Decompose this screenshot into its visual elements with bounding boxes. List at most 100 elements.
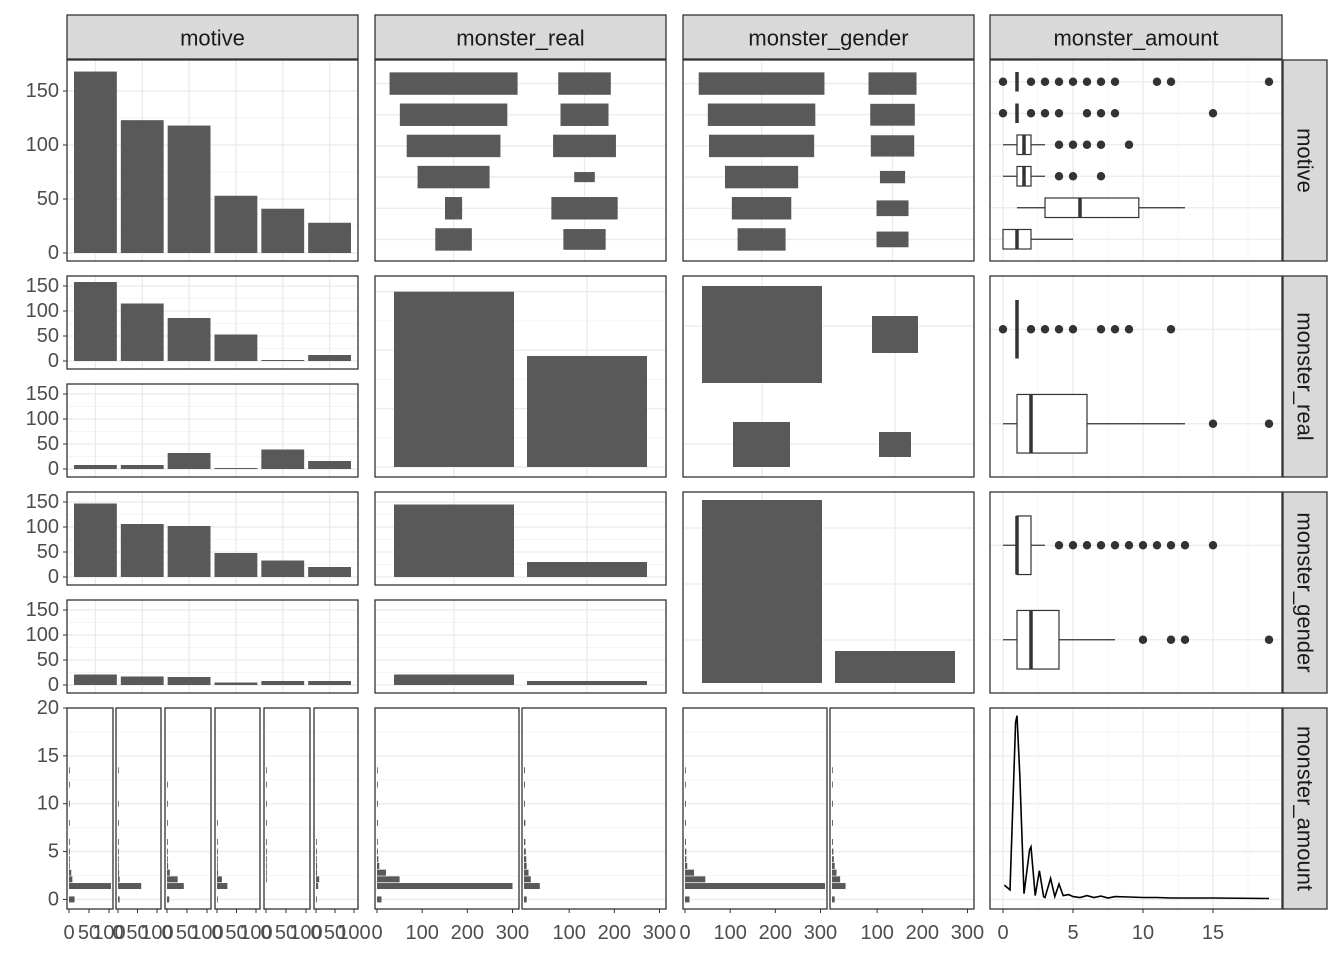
motive-vs-real-tile-a-2 xyxy=(406,134,501,158)
amount-hist-motive-1-bar-12 xyxy=(118,767,119,774)
motive-xtick-label-4-100: 100 xyxy=(289,922,322,944)
amount-hist-motive-2-bar-5 xyxy=(167,862,169,869)
motive-hist-bar-0 xyxy=(74,71,117,253)
gender-count-bar-1 xyxy=(835,651,955,683)
amount-hist-real-1-bar-10 xyxy=(524,800,525,807)
strip-right-monster_amount xyxy=(1282,707,1328,910)
amount-by-motive-outlier-0-8 xyxy=(1152,77,1162,86)
amount-by-real-outlier-0-3 xyxy=(1054,325,1064,334)
amount-xtick-label-10: 10 xyxy=(1132,922,1154,944)
motive-vs-real-tile-b-1 xyxy=(560,103,609,126)
motive-hist-real-2-ytick-label-50: 50 xyxy=(37,433,59,455)
amount-hist-gender-1-bar-6 xyxy=(832,856,834,863)
motive-vs-real-tile-b-3 xyxy=(574,172,595,183)
amount-hist-motive-1-bg xyxy=(116,708,161,909)
real-vs-gender-tile-3 xyxy=(879,432,911,457)
gender-by-real-1-bar-1 xyxy=(527,562,647,577)
amount-hist-real-0-bar-12 xyxy=(377,767,378,774)
gender-0-xtick-label-300: 300 xyxy=(804,922,837,944)
real-0-xtick-label-300: 300 xyxy=(496,922,529,944)
strip-top-label-motive: motive xyxy=(180,26,245,51)
amount-by-motive-bg xyxy=(990,60,1282,261)
amount-by-motive-outlier-0-1 xyxy=(1026,77,1036,86)
amount-hist-real-1-bar-0 xyxy=(524,896,527,903)
motive-hist-real-2-ytick-label-0: 0 xyxy=(48,458,59,480)
strip-right-label-motive: motive xyxy=(1293,128,1318,193)
amount-hist-gender-1-bar-11 xyxy=(832,781,833,788)
motive-xtick-label-0-0: 0 xyxy=(63,922,74,944)
amount-by-motive-outlier-2-2 xyxy=(1082,140,1092,149)
amount-hist-real-0-bar-0 xyxy=(377,896,382,903)
amount-ytick-label-20: 20 xyxy=(37,697,59,719)
motive-hist-gender-1-border xyxy=(66,491,359,586)
motive-hist-gender-2-ytick-label-150: 150 xyxy=(26,599,59,621)
amount-by-real-outlier-0-7 xyxy=(1124,325,1134,334)
strip-top-monster_real xyxy=(374,14,667,60)
amount-by-motive-outlier-1-4 xyxy=(1082,109,1092,118)
motive-hist-real-2-bar-2 xyxy=(167,453,211,469)
amount-hist-motive-0-bar-10 xyxy=(69,800,70,807)
motive-hist-bar-2 xyxy=(167,125,211,253)
amount-by-gender-outlier-0-7 xyxy=(1152,541,1162,550)
amount-by-gender-outlier-0-0 xyxy=(1054,541,1064,550)
amount-hist-gender-0-bar-9 xyxy=(685,819,686,826)
amount-hist-motive-5-bar-0 xyxy=(316,896,317,903)
amount-hist-motive-0-bar-7 xyxy=(69,848,70,855)
amount-hist-real-1-bg xyxy=(522,708,666,909)
amount-by-motive-outlier-0-7 xyxy=(1110,77,1120,86)
motive-vs-real-tile-a-3 xyxy=(417,165,490,189)
amount-by-real-outlier-0-5 xyxy=(1096,325,1106,334)
motive-vs-gender-tile-b-3 xyxy=(879,170,906,184)
amount-by-motive-outlier-1-2 xyxy=(1040,109,1050,118)
amount-hist-motive-3-bar-3 xyxy=(217,876,222,883)
amount-hist-motive-5-bar-8 xyxy=(316,839,317,845)
strip-top-monster_gender xyxy=(682,14,975,60)
amount-by-motive-outlier-2-3 xyxy=(1096,140,1106,149)
strip-right-monster_real xyxy=(1282,275,1328,478)
amount-hist-real-0-bar-2 xyxy=(377,883,513,890)
amount-hist-gender-1-bar-9 xyxy=(832,819,833,826)
real-count-bar-0 xyxy=(394,291,514,467)
amount-hist-motive-0-bar-12 xyxy=(69,767,70,774)
amount-by-motive-outlier-1-6 xyxy=(1110,109,1120,118)
motive-vs-gender-tile-a-0 xyxy=(698,72,825,95)
motive-xtick-label-1-0: 0 xyxy=(112,922,123,944)
amount-hist-gender-0-bar-8 xyxy=(685,839,686,845)
amount-by-motive-outlier-0-6 xyxy=(1096,77,1106,86)
motive-hist-real-1-bar-4 xyxy=(261,360,305,361)
amount-hist-motive-0-bar-0 xyxy=(69,896,75,903)
amount-hist-motive-5-bar-5 xyxy=(316,862,318,869)
amount-hist-real-0-bar-8 xyxy=(377,839,378,845)
amount-hist-motive-2-bar-7 xyxy=(167,848,168,855)
motive-hist-real-2-ytick-label-100: 100 xyxy=(26,408,59,430)
real-0-xtick-label-100: 100 xyxy=(405,922,438,944)
motive-xtick-label-4-0: 0 xyxy=(260,922,271,944)
amount-by-real-outlier-0-8 xyxy=(1166,325,1176,334)
amount-hist-real-0-bar-7 xyxy=(377,848,378,855)
amount-hist-motive-2-bar-6 xyxy=(167,856,168,863)
motive-vs-real-border xyxy=(374,59,667,262)
amount-hist-motive-2-border xyxy=(164,707,212,910)
amount-by-real-outlier-1-0 xyxy=(1208,419,1218,428)
amount-xtick-label-15: 15 xyxy=(1202,922,1224,944)
motive-hist-gender-1-ytick-label-150: 150 xyxy=(26,491,59,513)
motive-vs-real-tile-a-0 xyxy=(389,72,518,95)
amount-hist-motive-0-bar-3 xyxy=(69,876,73,883)
amount-by-gender-outlier-1-2 xyxy=(1180,635,1190,644)
amount-hist-real-1-bar-3 xyxy=(524,876,531,883)
motive-vs-gender-tile-a-2 xyxy=(708,134,815,158)
real-vs-gender-tile-0 xyxy=(702,286,822,383)
amount-hist-motive-1-bar-0 xyxy=(118,896,120,903)
amount-hist-real-1-bar-8 xyxy=(524,839,526,845)
motive-hist-gender-2-bar-1 xyxy=(120,676,164,685)
amount-hist-motive-1-bar-2 xyxy=(118,883,142,890)
amount-xtick-label-0: 0 xyxy=(997,922,1008,944)
real-vs-gender-tile-2 xyxy=(733,422,790,467)
motive-hist-gender-2-ytick-label-100: 100 xyxy=(26,624,59,646)
real-count-bar-1 xyxy=(527,355,647,467)
gender-count-border xyxy=(682,491,975,694)
amount-hist-real-1-border xyxy=(521,707,667,910)
amount-hist-motive-3-bar-5 xyxy=(217,862,218,869)
amount-by-gender-box-0 xyxy=(1016,515,1032,576)
